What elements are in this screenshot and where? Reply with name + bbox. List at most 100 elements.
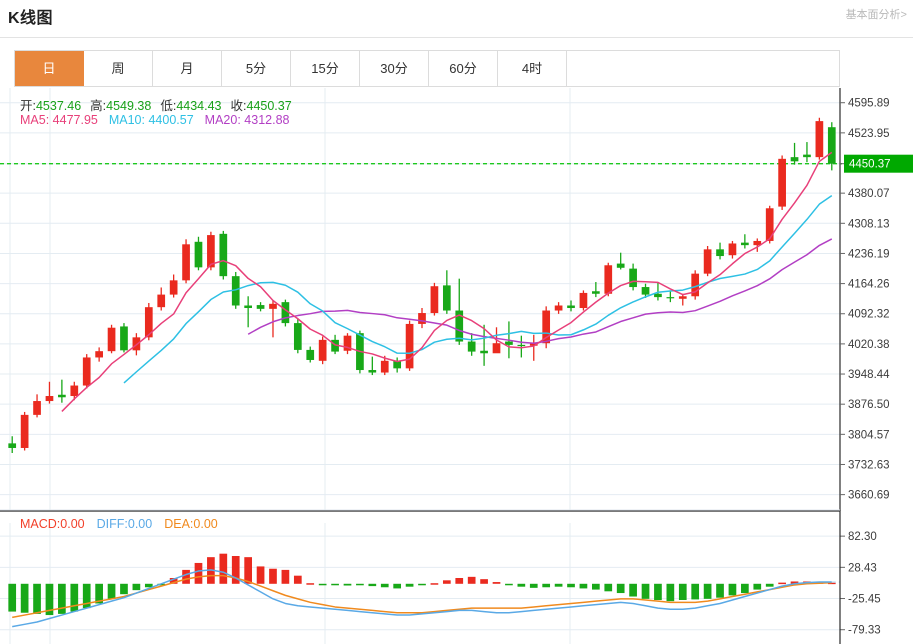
candle xyxy=(592,282,600,298)
candle xyxy=(33,394,41,418)
candle-body xyxy=(554,305,563,311)
diff-label: DIFF: xyxy=(96,517,128,531)
candle xyxy=(666,290,675,303)
candle-body xyxy=(567,305,575,309)
macd-histogram-bar xyxy=(331,583,339,586)
candle xyxy=(728,240,737,259)
candle-body xyxy=(244,305,252,309)
kline-canvas[interactable]: 4595.89 4523.95 4380.07 4308.13 4236.19 4164.… xyxy=(0,88,913,644)
candle-body xyxy=(331,339,339,352)
candle-body xyxy=(306,349,315,360)
macd-histogram-bar xyxy=(641,583,650,599)
candle xyxy=(405,320,414,371)
tab-7[interactable]: 4时 xyxy=(498,51,567,86)
macd-histogram-bar xyxy=(318,583,327,586)
tab-4[interactable]: 15分 xyxy=(291,51,360,86)
candle xyxy=(393,357,402,373)
candle xyxy=(20,411,29,451)
candle xyxy=(517,335,526,358)
tab-bar-filler xyxy=(567,51,840,86)
candle xyxy=(157,287,166,311)
candle-body xyxy=(604,265,613,294)
dea-value: 0.00 xyxy=(193,517,218,531)
macd-legend: MACD:0.00 DIFF:0.00 DEA:0.00 xyxy=(20,517,230,531)
macd-histogram-bar xyxy=(219,553,228,584)
fundamental-analysis-link[interactable]: 基本面分析> xyxy=(845,9,907,21)
candle xyxy=(430,282,439,316)
candle xyxy=(281,299,290,327)
candle-body xyxy=(753,240,762,246)
candle-body xyxy=(442,285,451,311)
close-value: 4450.37 xyxy=(246,99,292,113)
macd-histogram-bar xyxy=(244,557,252,584)
macd-histogram-bar xyxy=(58,583,66,614)
candle xyxy=(45,381,54,404)
macd-histogram-bar xyxy=(480,579,488,584)
candle xyxy=(815,117,824,160)
price-tick-label: 4308.13 xyxy=(848,218,890,230)
price-tick-label: 4595.89 xyxy=(848,98,890,110)
tab-0[interactable]: 日 xyxy=(15,51,84,86)
candle-body xyxy=(256,305,265,309)
candle-body xyxy=(517,344,526,347)
price-tick-label: 3804.57 xyxy=(848,429,890,441)
page-title: K线图 xyxy=(8,10,54,27)
candle xyxy=(480,324,488,366)
candle xyxy=(256,302,265,312)
price-tick-label: 4020.38 xyxy=(848,339,890,351)
macd-histogram-bar xyxy=(393,583,402,589)
candle-body xyxy=(703,249,712,274)
macd-histogram-bar xyxy=(356,583,364,586)
ma5-value: 4477.95 xyxy=(52,113,98,127)
tab-1[interactable]: 周 xyxy=(84,51,153,86)
candle-body xyxy=(405,323,414,369)
macd-histogram-bar xyxy=(542,583,551,588)
candle-body xyxy=(219,233,228,277)
macd-histogram-bar xyxy=(654,583,662,600)
candle xyxy=(678,293,687,306)
ma20-value: 4312.88 xyxy=(244,113,290,127)
macd-histogram-bar xyxy=(405,583,414,587)
candle-body xyxy=(144,307,153,338)
candle-body xyxy=(343,335,352,351)
macd-histogram-bar xyxy=(194,562,203,584)
candle xyxy=(803,142,811,163)
tab-3[interactable]: 5分 xyxy=(222,51,291,86)
macd-histogram-bar xyxy=(281,569,290,584)
candle xyxy=(827,122,836,171)
candle xyxy=(790,142,799,165)
candle-body xyxy=(616,263,625,268)
macd-histogram-bar xyxy=(8,583,17,612)
macd-tick-label: -25.45 xyxy=(848,594,881,606)
candle-body xyxy=(803,154,811,158)
macd-histogram-bar xyxy=(554,583,563,587)
price-panel-bg xyxy=(0,88,913,510)
tab-6[interactable]: 60分 xyxy=(429,51,498,86)
candle-body xyxy=(33,401,41,415)
candle xyxy=(306,346,315,363)
candle xyxy=(629,263,637,291)
candle-body xyxy=(455,310,464,342)
candle-body xyxy=(678,296,687,299)
candle-body xyxy=(318,339,327,361)
macd-histogram-bar xyxy=(95,583,103,604)
macd-histogram-bar xyxy=(107,583,116,599)
candle-body xyxy=(778,158,786,207)
candle xyxy=(70,381,79,401)
candle xyxy=(107,324,116,354)
tab-5[interactable]: 30分 xyxy=(360,51,429,86)
diff-line xyxy=(12,569,832,628)
candle-body xyxy=(728,243,737,256)
diff-value: 0.00 xyxy=(127,517,153,531)
tab-2[interactable]: 月 xyxy=(153,51,222,86)
candle-body xyxy=(629,268,637,288)
candle xyxy=(120,323,128,353)
ma5-line xyxy=(61,151,833,412)
candle xyxy=(554,302,563,314)
candle-body xyxy=(120,326,128,351)
candle-body xyxy=(194,241,203,268)
candle-body xyxy=(182,244,190,281)
chart-area[interactable]: 开:4537.46 高:4549.38 低:4434.43 收:4450.37 MA5… xyxy=(0,88,913,644)
ma10-value: 4400.57 xyxy=(148,113,194,127)
